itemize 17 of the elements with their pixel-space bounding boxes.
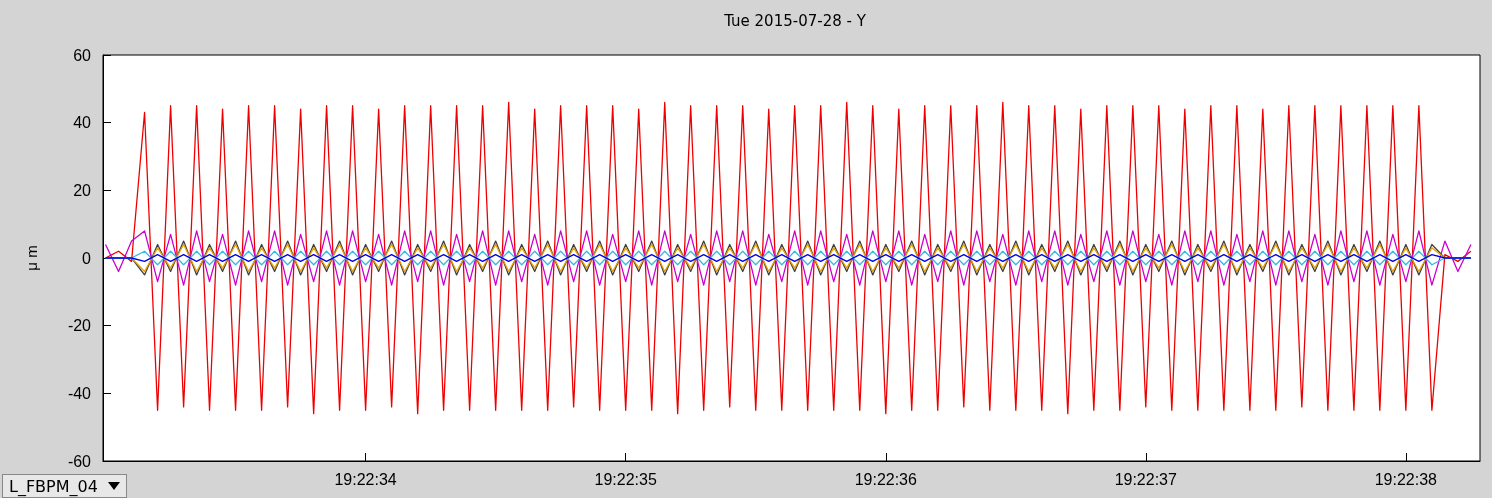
y-tick-label: 60 [73,46,92,64]
x-tick-label: 19:22:38 [1374,470,1438,488]
y-tick-label: -20 [67,317,92,335]
x-tick-label: 19:22:37 [1114,470,1178,488]
y-tick-label: 20 [73,181,92,199]
y-tick-label: -60 [67,452,92,470]
y-tick-label: 40 [73,114,92,132]
line-series [104,230,1472,286]
y-axis-title: μ m [23,245,40,271]
line-series [104,101,1472,415]
dropdown: L_FBPM_04 [2,474,127,498]
x-tick-label: 19:22:36 [854,470,918,488]
chart-title: Tue 2015-07-28 - Y [723,11,867,30]
x-tick-label: 19:22:34 [334,470,397,488]
x-tick-label: 19:22:35 [594,470,657,488]
y-tick-label: -40 [67,384,92,402]
y-tick-label: 0 [82,249,92,267]
